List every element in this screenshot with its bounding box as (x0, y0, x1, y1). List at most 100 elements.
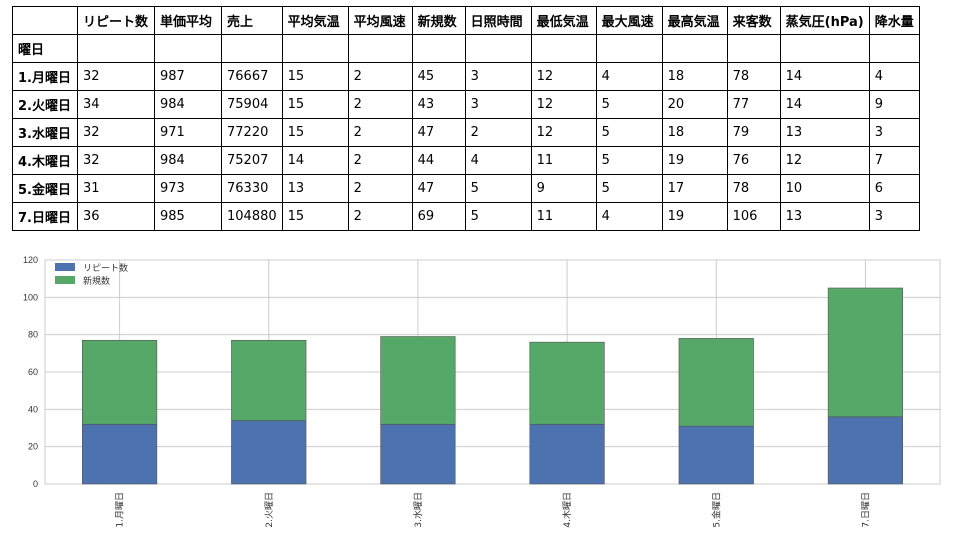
table-cell: 45 (411, 62, 466, 91)
table-cell: 34 (77, 90, 155, 119)
table-cell: 5 (464, 174, 532, 203)
table-cell: 2 (347, 118, 413, 147)
table-cell: 3 (868, 202, 920, 231)
column-header: リピート数 (77, 6, 155, 35)
table-cell: 32 (77, 146, 155, 175)
table-cell: 3 (464, 62, 532, 91)
bar-new (827, 287, 904, 418)
table-cell: 12 (530, 62, 597, 91)
table-cell: 43 (411, 90, 466, 119)
table-cell: 13 (281, 174, 349, 203)
legend-label: 新規数 (83, 275, 110, 287)
bar-new (81, 339, 158, 425)
legend-label: リピート数 (83, 262, 128, 274)
table-row: 1.月曜日 32 987 76667 15 2 45 3 12 4 18 78 14 4 (12, 62, 920, 91)
table-cell: 12 (779, 146, 870, 175)
table-cell: 973 (154, 174, 222, 203)
table-cell: 2 (347, 90, 413, 119)
column-header: 新規数 (411, 6, 466, 35)
column-header: 日照時間 (464, 6, 532, 35)
legend-swatch (55, 263, 75, 271)
table-cell: 11 (530, 202, 597, 231)
y-tick-label: 80 (28, 330, 38, 340)
empty-header-cell (154, 34, 222, 63)
table-corner-cell (12, 6, 78, 35)
table-cell: 18 (661, 62, 728, 91)
empty-header-cell (530, 34, 597, 63)
table-cell: 4 (595, 202, 663, 231)
row-label: 4.木曜日 (12, 146, 78, 175)
row-label: 2.火曜日 (12, 90, 78, 119)
empty-header-cell (779, 34, 870, 63)
table-cell: 15 (281, 62, 349, 91)
column-header: 最高気温 (661, 6, 728, 35)
table-cell: 10 (779, 174, 870, 203)
table-row: 5.金曜日 31 973 76330 13 2 47 5 9 5 17 78 10 6 (12, 174, 920, 203)
row-label: 7.日曜日 (12, 202, 78, 231)
column-header: 最大風速 (595, 6, 663, 35)
table-cell: 4 (595, 62, 663, 91)
table-cell: 77 (726, 90, 781, 119)
table-cell: 3 (464, 90, 532, 119)
table-cell: 985 (154, 202, 222, 231)
table-cell: 32 (77, 62, 155, 91)
table-cell: 15 (281, 202, 349, 231)
table-cell: 76667 (221, 62, 283, 91)
empty-header-cell (347, 34, 413, 63)
table-cell: 17 (661, 174, 728, 203)
empty-header-cell (221, 34, 283, 63)
table-cell: 6 (868, 174, 920, 203)
table-cell: 2 (347, 202, 413, 231)
table-cell: 5 (464, 202, 532, 231)
table-cell: 78 (726, 174, 781, 203)
x-tick-label: 4.木曜日 (561, 492, 573, 528)
column-header: 最低気温 (530, 6, 597, 35)
table-cell: 3 (868, 118, 920, 147)
table-cell: 971 (154, 118, 222, 147)
table-cell: 44 (411, 146, 466, 175)
column-header: 蒸気圧(hPa) (779, 6, 870, 35)
table-cell: 32 (77, 118, 155, 147)
table-cell: 5 (595, 174, 663, 203)
row-label: 5.金曜日 (12, 174, 78, 203)
stacked-bar-chart: 0 20 40 60 80 100 120 1.月曜日 2.火曜日 3.水曜日 4.木曜日 5.金曜日… (23, 255, 941, 528)
table-cell: 77220 (221, 118, 283, 147)
table-cell: 9 (530, 174, 597, 203)
table-cell: 79 (726, 118, 781, 147)
table-cell: 78 (726, 62, 781, 91)
table-cell: 9 (868, 90, 920, 119)
table-cell: 984 (154, 146, 222, 175)
bar-repeat (380, 423, 456, 485)
empty-header-cell (595, 34, 663, 63)
legend-swatch (55, 276, 75, 284)
table-cell: 12 (530, 90, 597, 119)
column-header: 降水量 (868, 6, 920, 35)
table-cell: 18 (661, 118, 728, 147)
table-cell: 14 (281, 146, 349, 175)
y-tick-label: 120 (23, 255, 38, 265)
table-cell: 15 (281, 118, 349, 147)
table-cell: 14 (779, 90, 870, 119)
data-table: リピート数 単価平均 売上 平均気温 平均風速 新規数 日照時間 最低気温 最大風速 最高気温 来客… (12, 6, 920, 231)
table-cell: 11 (530, 146, 597, 175)
table-index-row: 曜日 (12, 34, 920, 63)
x-tick-label: 5.金曜日 (710, 492, 722, 528)
bar-repeat (678, 425, 754, 485)
empty-header-cell (281, 34, 349, 63)
table-cell: 15 (281, 90, 349, 119)
table-index-name: 曜日 (12, 34, 78, 63)
table-cell: 7 (868, 146, 920, 175)
table-row: 4.木曜日 32 984 75207 14 2 44 4 11 5 19 76 12 7 (12, 146, 920, 175)
empty-header-cell (661, 34, 728, 63)
table-cell: 984 (154, 90, 222, 119)
table-cell: 106 (726, 202, 781, 231)
table-cell: 5 (595, 90, 663, 119)
y-tick-label: 60 (28, 367, 38, 377)
table-cell: 20 (661, 90, 728, 119)
bar-new (529, 341, 605, 425)
table-cell: 47 (411, 118, 466, 147)
table-cell: 36 (77, 202, 155, 231)
table-cell: 2 (464, 118, 532, 147)
y-tick-label: 40 (28, 404, 38, 414)
x-tick-label: 3.水曜日 (412, 492, 424, 528)
